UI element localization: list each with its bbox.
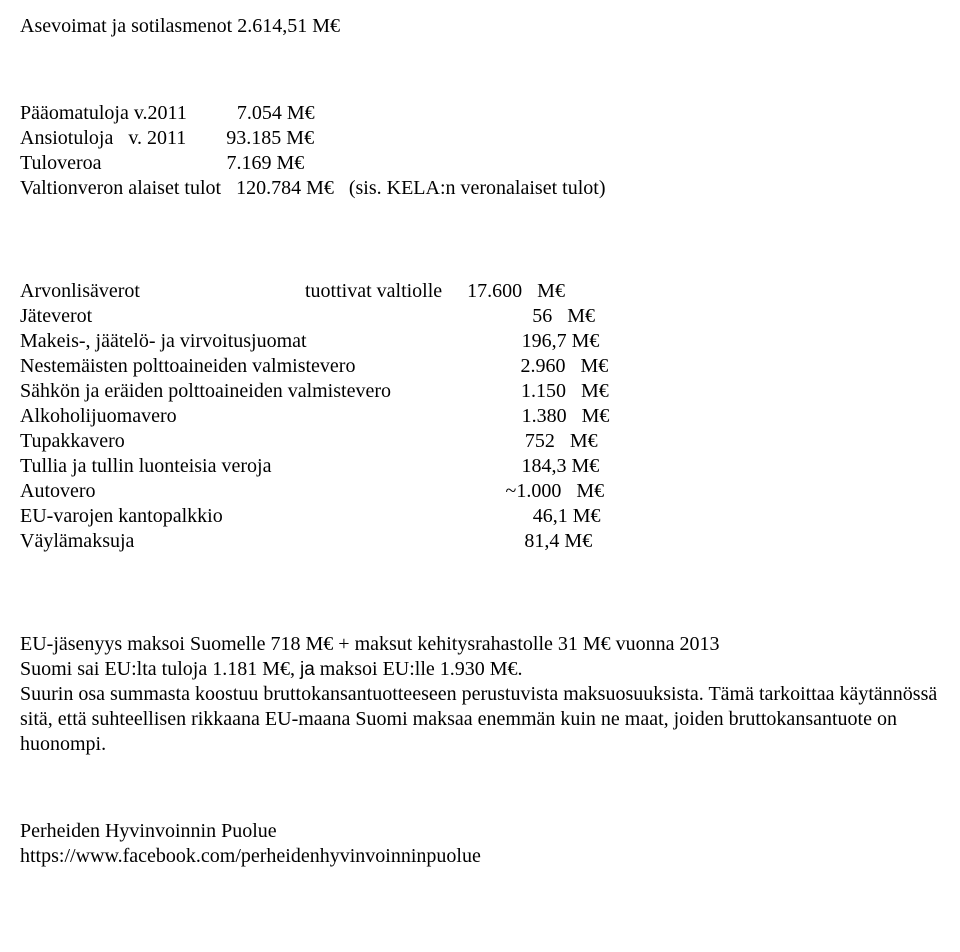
row-valtionveron: Valtionveron alaiset tulot 120.784 M€ (s… [20, 176, 940, 201]
row-jateverot: Jäteverot 56 M€ [20, 304, 940, 329]
footer-block: Perheiden Hyvinvoinnin Puolue https://ww… [20, 819, 940, 869]
footer-url: https://www.facebook.com/perheidenhyvinv… [20, 844, 940, 869]
row-vaylamaksuja: Väylämaksuja 81,4 M€ [20, 529, 940, 554]
pad [187, 102, 237, 124]
value: 81,4 M€ [134, 530, 592, 552]
value: 2.960 M€ [355, 355, 608, 377]
row-nestemaisten: Nestemäisten polttoaineiden valmistevero… [20, 354, 940, 379]
label: Valtionveron alaiset tulot [20, 177, 221, 199]
row-paaomatuloja: Pääomatuloja v.2011 7.054 M€ [20, 101, 940, 126]
label: Pääomatuloja v.2011 [20, 102, 187, 124]
row-tullia: Tullia ja tullin luonteisia veroja 184,3… [20, 454, 940, 479]
value: 1.380 M€ [177, 405, 610, 427]
label: Tupakkavero [20, 430, 125, 452]
row-tupakka: Tupakkavero 752 M€ [20, 429, 940, 454]
label: Jäteverot [20, 305, 92, 327]
label: Makeis-, jäätelö- ja virvoitusjuomat [20, 330, 307, 352]
label: Alkoholijuomavero [20, 405, 177, 427]
row-ansiotuloja: Ansiotuloja v. 2011 93.185 M€ [20, 126, 940, 151]
para-rest: Suurin osa summasta koostuu bruttokansan… [20, 683, 937, 755]
value: 752 M€ [125, 430, 598, 452]
value: 46,1 M€ [223, 505, 601, 527]
tax-section: Arvonlisäverot tuottivat valtiolle 17.60… [20, 279, 940, 554]
label: Tuloveroa [20, 152, 101, 174]
value: 56 M€ [92, 305, 595, 327]
label: Sähkön ja eräiden polttoaineiden valmist… [20, 380, 391, 402]
value: 93.185 M€ [226, 127, 314, 149]
value: 7.054 M€ [237, 102, 315, 124]
value: 196,7 M€ [307, 330, 600, 352]
row-eu-varojen: EU-varojen kantopalkkio 46,1 M€ [20, 504, 940, 529]
row-autovero: Autovero ~1.000 M€ [20, 479, 940, 504]
pad [221, 177, 236, 199]
label: Autovero [20, 480, 96, 502]
value: 1.150 M€ [391, 380, 609, 402]
heading-line: Asevoimat ja sotilasmenot 2.614,51 M€ [20, 14, 940, 39]
label: Arvonlisäverot tuottivat valtiolle [20, 280, 442, 302]
row-tuloveroa: Tuloveroa 7.169 M€ [20, 151, 940, 176]
para-line2b: maksoi EU:lle 1.930 M€. [315, 658, 523, 680]
value: 184,3 M€ [271, 455, 599, 477]
value: 7.169 M€ [226, 152, 304, 174]
footer-org: Perheiden Hyvinvoinnin Puolue [20, 819, 940, 844]
income-section: Pääomatuloja v.2011 7.054 M€ Ansiotuloja… [20, 101, 940, 201]
label: Tullia ja tullin luonteisia veroja [20, 455, 271, 477]
pad [186, 127, 226, 149]
label: Ansiotuloja v. 2011 [20, 127, 186, 149]
pad [101, 152, 226, 174]
row-arvonlisaverot: Arvonlisäverot tuottivat valtiolle 17.60… [20, 279, 940, 304]
eu-paragraph: EU-jäsenyys maksoi Suomelle 718 M€ + mak… [20, 632, 940, 757]
value: 120.784 M€ (sis. KELA:n veronalaiset tul… [236, 177, 605, 199]
row-makeis: Makeis-, jäätelö- ja virvoitusjuomat 196… [20, 329, 940, 354]
label: Väylämaksuja [20, 530, 134, 552]
row-sahkon: Sähkön ja eräiden polttoaineiden valmist… [20, 379, 940, 404]
para-line1: EU-jäsenyys maksoi Suomelle 718 M€ + mak… [20, 633, 720, 655]
row-alkoholi: Alkoholijuomavero 1.380 M€ [20, 404, 940, 429]
label: Nestemäisten polttoaineiden valmistevero [20, 355, 355, 377]
value: 17.600 M€ [442, 280, 565, 302]
para-line2-sans: ja [300, 659, 315, 680]
value: ~1.000 M€ [96, 480, 605, 502]
label: EU-varojen kantopalkkio [20, 505, 223, 527]
para-line2a: Suomi sai EU:lta tuloja 1.181 M€, [20, 658, 300, 680]
